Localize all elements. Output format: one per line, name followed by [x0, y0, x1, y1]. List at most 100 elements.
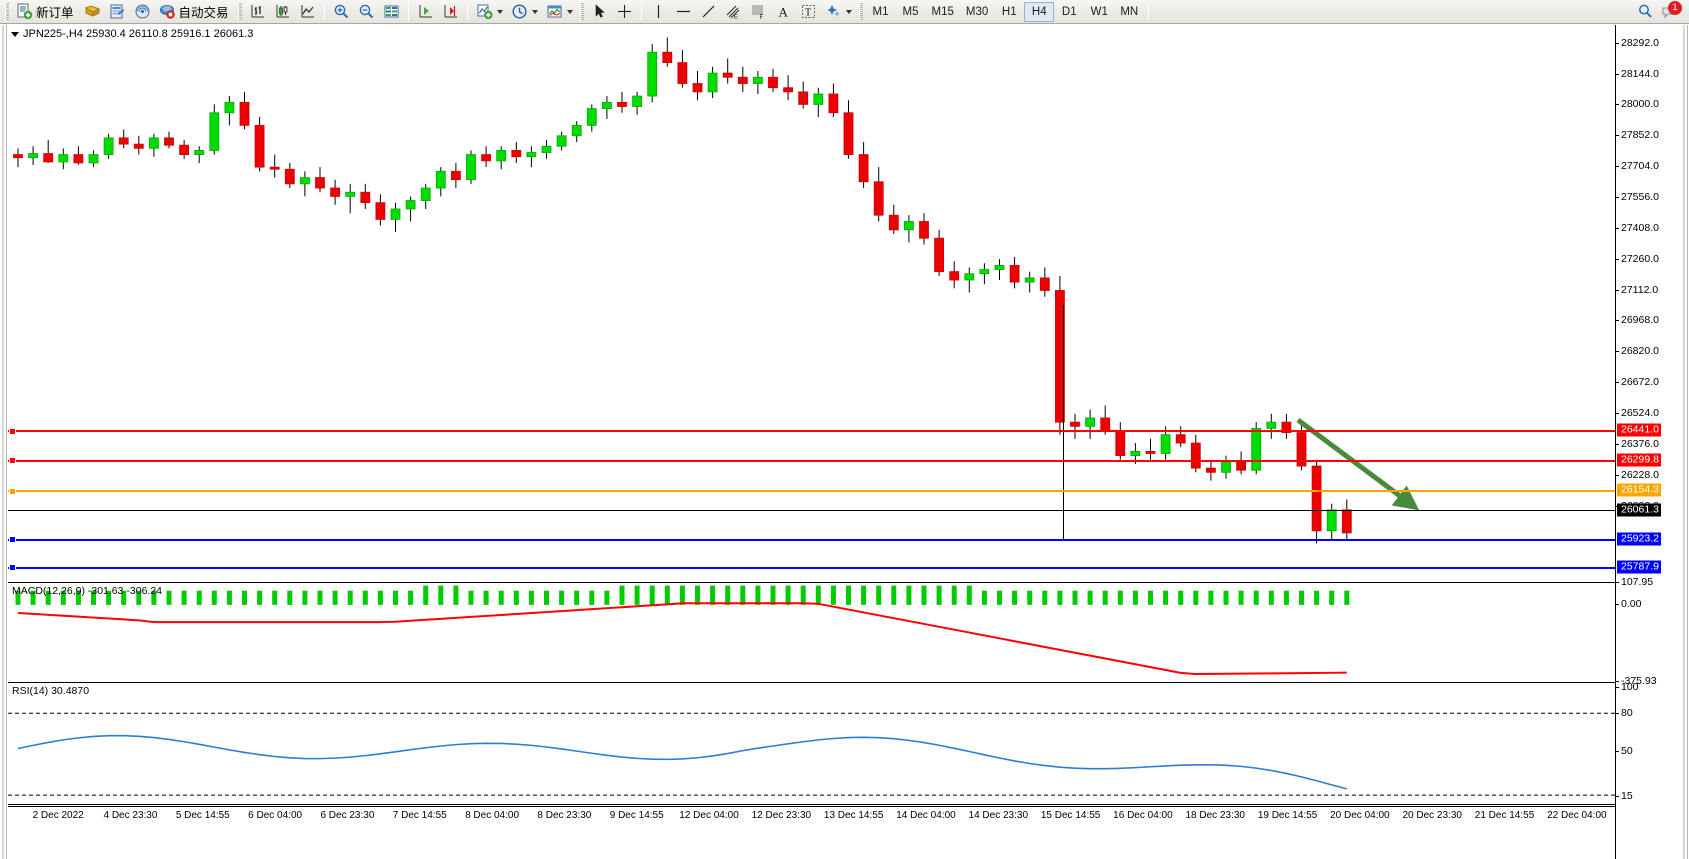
chart-symbol-header[interactable]: JPN225-,H4 25930.4 26110.8 25916.1 26061…: [11, 28, 253, 40]
downtrend-arrow[interactable]: [8, 25, 1615, 581]
candlestick-chart-button[interactable]: [270, 1, 295, 23]
price-tick: 27112.0: [1616, 284, 1658, 296]
toolbar-grip-3[interactable]: [579, 2, 584, 21]
toolbox-button[interactable]: [80, 1, 105, 23]
time-tick: 16 Dec 04:00: [1113, 810, 1173, 821]
new-order-icon: [16, 3, 33, 20]
zoom-in-button[interactable]: [329, 1, 354, 23]
timeframe-w1[interactable]: W1: [1090, 5, 1108, 18]
macd-tick: 107.95: [1616, 576, 1653, 588]
templates-button[interactable]: [542, 1, 577, 23]
cursor-tool[interactable]: [587, 1, 612, 23]
trendline-tool[interactable]: [696, 1, 721, 23]
price-pane[interactable]: [8, 25, 1615, 581]
chart-left-scale-handle[interactable]: [0, 25, 8, 859]
equidistant-channel-tool[interactable]: E: [721, 1, 746, 23]
line-chart-icon: [299, 3, 316, 20]
resistance-upper-line[interactable]: [8, 427, 1615, 435]
resistance-upper-tag[interactable]: 26441.0: [1617, 423, 1661, 437]
text-tool[interactable]: A: [771, 1, 796, 23]
chevron-down-icon[interactable]: [531, 9, 538, 14]
time-tick: 20 Dec 04:00: [1330, 810, 1390, 821]
time-tick: 7 Dec 14:55: [392, 810, 447, 821]
rsi-tick: 100: [1616, 681, 1639, 693]
chevron-down-icon[interactable]: [11, 31, 19, 37]
timeframe-d1[interactable]: D1: [1061, 5, 1077, 18]
macd-tick: -375.93: [1616, 675, 1657, 687]
toolbar-separator-2: [407, 2, 409, 21]
horizontal-line-tool[interactable]: [671, 1, 696, 23]
arrow-cursor-icon: [591, 3, 608, 20]
notifications-badge: 1: [1668, 0, 1682, 15]
resistance-lower-tag[interactable]: 26299.8: [1617, 453, 1661, 467]
fibonacci-tool[interactable]: F: [746, 1, 771, 23]
timeframe-m30[interactable]: M30: [965, 5, 989, 18]
time-tick: 5 Dec 14:55: [175, 810, 230, 821]
line-chart-button[interactable]: [295, 1, 320, 23]
time-tick: 20 Dec 23:30: [1402, 810, 1462, 821]
svg-text:T: T: [805, 8, 811, 19]
timeframe-h1[interactable]: H1: [1001, 5, 1017, 18]
signals-button[interactable]: [130, 1, 155, 23]
time-tick: 8 Dec 23:30: [537, 810, 592, 821]
rsi-tick: 15: [1616, 790, 1633, 802]
chevron-down-icon[interactable]: [496, 9, 503, 14]
support-lower-line[interactable]: [8, 564, 1615, 572]
target-level-line[interactable]: [8, 487, 1615, 495]
time-tick: 18 Dec 23:30: [1185, 810, 1246, 821]
auto-scroll-icon: [417, 3, 434, 20]
bar-chart-button[interactable]: [245, 1, 270, 23]
chart-shift-button[interactable]: [438, 1, 463, 23]
time-axis[interactable]: 2 Dec 2022 4 Dec 23:30 5 Dec 14:55 6 Dec 04…: [8, 806, 1615, 828]
new-order-button[interactable]: 新订单: [12, 1, 80, 23]
time-tick: 13 Dec 14:55: [823, 810, 884, 821]
periods-button[interactable]: [507, 1, 542, 23]
timeframe-m1[interactable]: M1: [872, 5, 889, 18]
chevron-down-icon[interactable]: [566, 9, 573, 14]
price-axis[interactable]: 28292.0 28144.0 28000.0 27852.0 27704.0 27556…: [1615, 25, 1681, 859]
toolbar-grip-2[interactable]: [237, 2, 242, 21]
price-tick: 27852.0: [1616, 129, 1659, 141]
zoom-out-button[interactable]: [354, 1, 379, 23]
channel-icon: E: [725, 3, 742, 21]
time-tick: 4 Dec 23:30: [103, 810, 158, 821]
price-tick: 26228.0: [1616, 469, 1659, 481]
toolbar-grip-4[interactable]: [858, 2, 863, 21]
timeframe-m5[interactable]: M5: [902, 5, 919, 18]
macd-pane[interactable]: MACD(12,26,9) -301.63 -306.24: [8, 582, 1615, 681]
search-button[interactable]: [1633, 1, 1657, 23]
target-level-tag[interactable]: 26154.3: [1617, 483, 1661, 497]
chevron-down-icon[interactable]: [845, 9, 852, 14]
notifications-button[interactable]: 1: [1657, 0, 1682, 23]
crosshair-tool[interactable]: [612, 1, 637, 23]
indicators-button[interactable]: [472, 1, 507, 23]
vertical-line-tool[interactable]: [646, 1, 671, 23]
price-tick: 27260.0: [1616, 253, 1659, 265]
auto-trading-button[interactable]: 自动交易: [155, 1, 235, 23]
current-price-tag[interactable]: 26061.3: [1617, 503, 1661, 517]
time-tick: 12 Dec 23:30: [751, 810, 812, 821]
time-tick: 9 Dec 14:55: [609, 810, 664, 821]
market-watch-button[interactable]: [105, 1, 130, 23]
rsi-label: RSI(14) 30.4870: [12, 685, 90, 697]
rsi-pane[interactable]: RSI(14) 30.4870: [8, 682, 1615, 805]
support-lower-tag[interactable]: 25787.9: [1617, 560, 1661, 574]
chart-right-scale-handle[interactable]: [1681, 25, 1689, 859]
current-price-line[interactable]: [8, 509, 1615, 511]
chart-grid-button[interactable]: [379, 1, 404, 23]
price-tick: 28144.0: [1616, 68, 1659, 80]
price-tick: 26820.0: [1616, 345, 1659, 357]
auto-scroll-button[interactable]: [413, 1, 438, 23]
support-upper-line[interactable]: [8, 536, 1615, 544]
timeframe-mn[interactable]: MN: [1120, 5, 1139, 18]
toolbar-grip-1[interactable]: [5, 2, 9, 21]
text-label-tool[interactable]: T: [796, 1, 821, 23]
shapes-tool[interactable]: [821, 1, 856, 23]
time-tick: 6 Dec 23:30: [320, 810, 375, 821]
timeframe-m15[interactable]: M15: [931, 5, 954, 18]
support-upper-tag[interactable]: 25923.2: [1617, 532, 1661, 546]
timeframe-h4[interactable]: H4: [1024, 1, 1055, 22]
time-tick: 8 Dec 04:00: [465, 810, 520, 821]
price-tick: 26672.0: [1616, 376, 1659, 388]
resistance-lower-line[interactable]: [8, 457, 1615, 465]
